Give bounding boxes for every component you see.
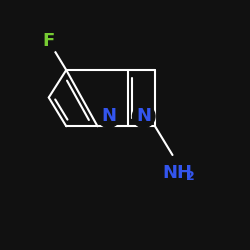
Circle shape bbox=[166, 161, 189, 184]
Text: N: N bbox=[101, 107, 116, 125]
Text: F: F bbox=[42, 32, 55, 50]
Circle shape bbox=[179, 165, 202, 188]
Text: 2: 2 bbox=[186, 170, 195, 183]
Text: NH: NH bbox=[162, 164, 192, 182]
Text: N: N bbox=[136, 107, 151, 125]
Circle shape bbox=[38, 30, 60, 52]
Circle shape bbox=[132, 105, 155, 128]
Circle shape bbox=[98, 105, 120, 128]
